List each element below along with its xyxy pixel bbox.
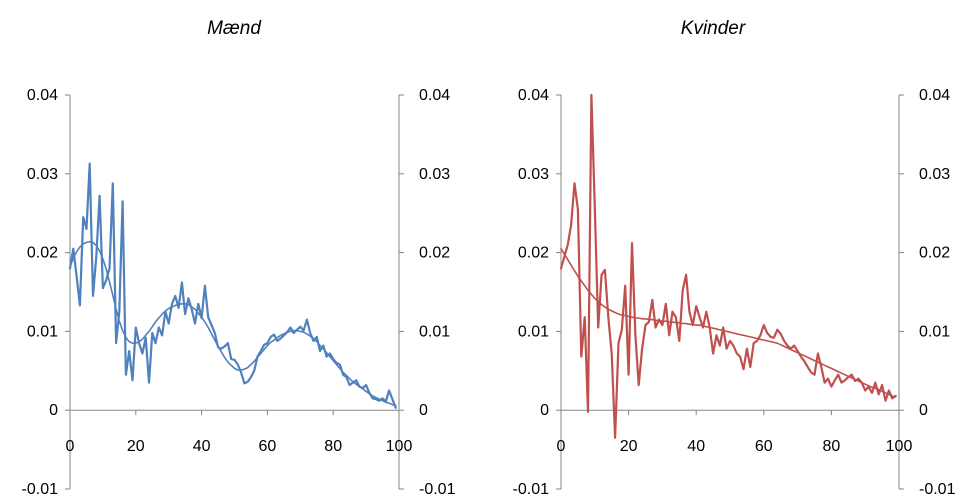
y-tick-label: -0.01 — [22, 481, 59, 498]
y-tick-label: 0 — [49, 402, 58, 419]
chart-title: Kvinder — [681, 18, 746, 39]
x-tick-label: 20 — [127, 438, 145, 455]
secondary-y-tick-label: 0 — [419, 402, 428, 419]
y-tick-label: 0 — [540, 402, 549, 419]
x-tick-label: 100 — [386, 438, 413, 455]
x-tick-label: 40 — [193, 438, 211, 455]
secondary-y-tick-label: 0.02 — [419, 245, 450, 262]
secondary-y-tick-label: 0.04 — [419, 87, 450, 104]
x-tick-label: 60 — [755, 438, 773, 455]
secondary-y-tick-label: 0.04 — [919, 87, 950, 104]
x-tick-label: 0 — [66, 438, 75, 455]
chart-panel-maend: Mænd -0.01 0 0.01 0.02 0.03 0.04 -0.01 0 0.01 0.0… — [22, 18, 456, 498]
secondary-y-tick-label: -0.01 — [419, 481, 456, 498]
y-tick-label: 0.04 — [27, 87, 58, 104]
y-tick-label: 0.01 — [518, 323, 549, 340]
secondary-y-tick-label: 0.01 — [919, 323, 950, 340]
x-tick-label: 100 — [886, 438, 913, 455]
y-tick-label: 0.02 — [518, 245, 549, 262]
x-tick-label: 80 — [324, 438, 342, 455]
y-tick-label: 0.01 — [27, 323, 58, 340]
secondary-y-tick-label: 0.02 — [919, 245, 950, 262]
smoothed-series-line — [560, 247, 897, 398]
y-tick-label: 0.02 — [27, 245, 58, 262]
secondary-y-tick-label: 0.03 — [419, 166, 450, 183]
y-tick-label: -0.01 — [513, 481, 550, 498]
chart-title: Mænd — [207, 18, 262, 39]
x-tick-label: 60 — [259, 438, 277, 455]
smoothed-series-line — [69, 240, 397, 407]
secondary-y-tick-label: 0.01 — [419, 323, 450, 340]
y-tick-label: 0.03 — [518, 166, 549, 183]
x-tick-label: 0 — [557, 438, 566, 455]
secondary-y-tick-label: 0.03 — [919, 166, 950, 183]
x-tick-label: 80 — [823, 438, 841, 455]
y-tick-label: 0.03 — [27, 166, 58, 183]
x-tick-label: 40 — [687, 438, 705, 455]
chart-panel-kvinder: Kvinder -0.01 0 0.01 0.02 0.03 0.04 -0.01 0 0.01… — [513, 18, 956, 498]
x-tick-label: 20 — [620, 438, 638, 455]
secondary-y-tick-label: 0 — [919, 402, 928, 419]
y-tick-label: 0.04 — [518, 87, 549, 104]
secondary-y-tick-label: -0.01 — [919, 481, 956, 498]
data-series-line — [559, 93, 897, 439]
